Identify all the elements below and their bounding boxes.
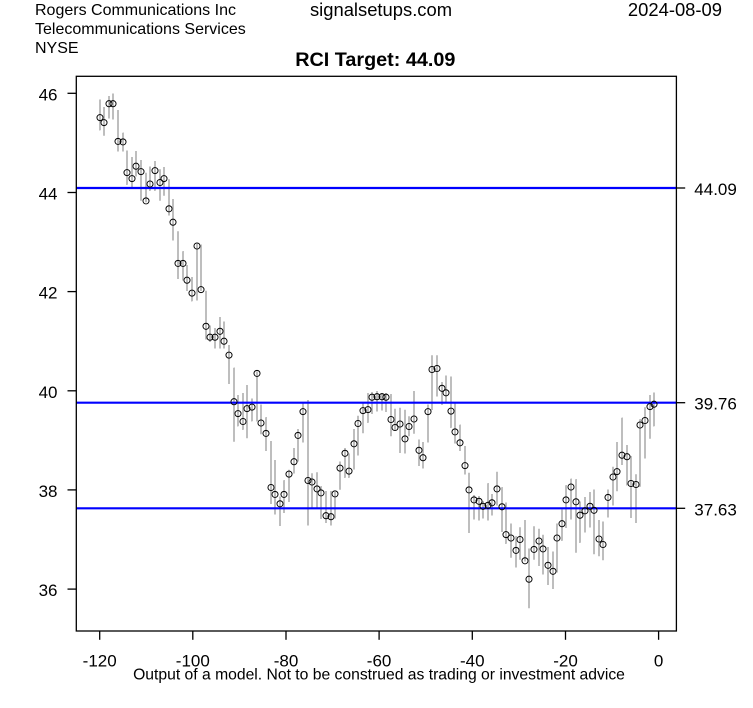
svg-text:RCI Target: 44.09: RCI Target: 44.09 [295,49,455,71]
svg-text:39.76: 39.76 [694,395,737,414]
svg-text:0: 0 [654,651,663,670]
svg-text:44.09: 44.09 [694,180,737,199]
svg-text:Output of a model. Not to be c: Output of a model. Not to be construed a… [133,667,625,684]
svg-text:Rogers Communications Inc: Rogers Communications Inc [35,2,236,19]
svg-text:37.63: 37.63 [694,500,737,519]
svg-text:NYSE: NYSE [35,40,79,57]
svg-text:36: 36 [39,581,58,600]
svg-text:signalsetups.com: signalsetups.com [310,0,452,20]
svg-text:-40: -40 [460,651,485,670]
svg-text:44: 44 [39,185,58,204]
svg-text:38: 38 [39,482,58,501]
svg-text:-120: -120 [83,651,117,670]
svg-text:-20: -20 [553,651,578,670]
svg-text:2024-08-09: 2024-08-09 [628,0,722,20]
svg-text:-60: -60 [367,651,392,670]
svg-text:42: 42 [39,284,58,303]
svg-text:-100: -100 [176,651,210,670]
svg-text:Telecommunications Services: Telecommunications Services [35,21,246,38]
svg-text:-80: -80 [274,651,299,670]
svg-text:46: 46 [39,85,58,104]
svg-text:40: 40 [39,383,58,402]
